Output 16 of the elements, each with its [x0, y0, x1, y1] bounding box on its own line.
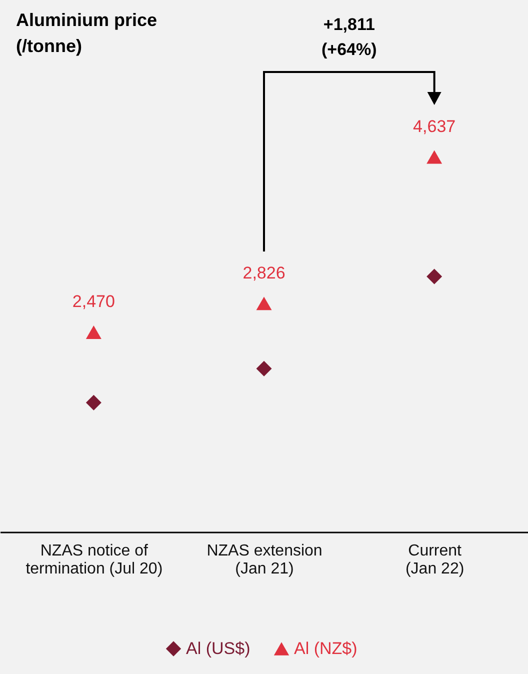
point: [426, 268, 442, 284]
x-tick-label: NZAS extension (Jan 21): [206, 542, 322, 578]
x-tick-label: Current (Jan 22): [405, 542, 464, 578]
x-tick-label: NZAS notice of termination (Jul 20): [26, 542, 163, 578]
data-label: 2,826: [242, 263, 286, 282]
legend-label: Al (US$): [186, 638, 250, 658]
point: [256, 360, 272, 376]
data-label: 2,470: [72, 292, 115, 312]
text: +1,811 (+64%): [322, 15, 377, 59]
point: [86, 394, 102, 410]
point: [256, 296, 272, 310]
data-label: 4,637: [413, 117, 456, 136]
point: [86, 326, 102, 339]
point: [426, 150, 442, 164]
legend-label: Al (NZ$): [294, 638, 358, 658]
chart-title: Aluminium price (/tonne): [16, 10, 158, 56]
